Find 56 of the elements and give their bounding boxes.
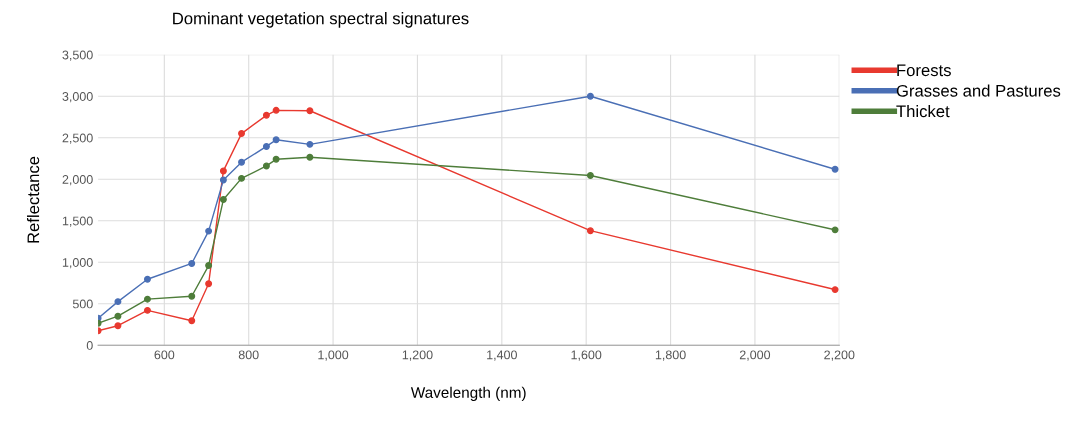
- point: [262, 162, 270, 170]
- point: [188, 259, 196, 267]
- x-tick-label: 600: [154, 350, 175, 360]
- y-tick-label: 500: [72, 299, 93, 309]
- point: [219, 176, 227, 184]
- y-tick-label: 1,500: [62, 216, 93, 227]
- point: [831, 165, 839, 173]
- point: [114, 312, 122, 320]
- point: [205, 262, 213, 270]
- point: [219, 196, 227, 204]
- x-axis-title: Wavelength (nm): [410, 386, 526, 401]
- x-tick-label: 2,200: [824, 350, 855, 361]
- point: [143, 275, 151, 283]
- y-tick-label: 2,000: [62, 175, 93, 186]
- legend-label: Grasses and Pastures: [896, 84, 1061, 97]
- point: [586, 172, 594, 179]
- chart-title: Dominant vegetation spectral signatures: [173, 12, 469, 28]
- point: [143, 295, 151, 303]
- point: [262, 142, 270, 150]
- point: [831, 226, 839, 234]
- point: [205, 227, 213, 235]
- y-tick-label: 2,500: [62, 133, 93, 144]
- y-tick-label: 0: [86, 341, 93, 350]
- point: [188, 292, 196, 300]
- point: [188, 317, 196, 325]
- point: [205, 280, 213, 288]
- legend-label: Forests: [897, 64, 951, 77]
- point: [114, 322, 122, 330]
- point: [272, 136, 280, 144]
- point: [219, 167, 227, 175]
- point: [272, 155, 280, 163]
- x-tick-label: 1,400: [487, 350, 517, 361]
- x-tick-label: 1,200: [402, 350, 433, 361]
- point: [238, 130, 246, 138]
- point: [306, 153, 314, 161]
- legend-label: Thicket: [896, 104, 950, 118]
- x-tick-label: 2,000: [739, 350, 771, 361]
- x-tick-label: 1,000: [318, 350, 349, 361]
- point: [238, 158, 246, 166]
- point: [306, 107, 314, 115]
- point: [262, 111, 270, 119]
- point: [306, 140, 314, 148]
- y-tick-label: 1,000: [62, 258, 93, 269]
- x-tick-label: 1,800: [655, 350, 686, 361]
- point: [143, 306, 151, 314]
- x-tick-label: 1,600: [571, 350, 602, 361]
- y-axis-title: Reflectance: [26, 156, 40, 243]
- x-tick-label: 800: [238, 350, 259, 360]
- point: [586, 92, 594, 100]
- point: [831, 286, 839, 294]
- y-tick-label: 3,500: [62, 50, 93, 61]
- point: [586, 227, 594, 235]
- point: [238, 174, 246, 182]
- point: [272, 106, 280, 114]
- y-tick-label: 3,000: [62, 92, 93, 103]
- point: [114, 298, 122, 306]
